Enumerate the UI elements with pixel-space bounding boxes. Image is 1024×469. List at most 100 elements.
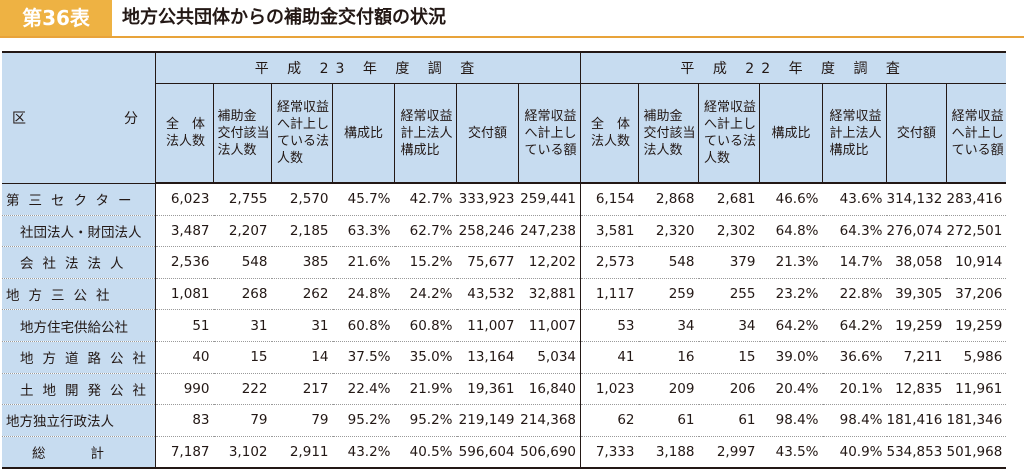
cell-recorded-amount-22: 181,346	[946, 404, 1007, 437]
row-label: 地方住宅供給公社	[2, 309, 156, 342]
col-header-text: 経常収益 計上法人 構成比	[829, 108, 882, 158]
cell-total-count-22: 6,154	[580, 183, 639, 216]
cell-subsidized-count-23: 31	[213, 309, 272, 342]
col-header-text: 経常収益 へ計上し ている法 人数	[703, 100, 756, 166]
cell-ratio-22: 20.4%	[759, 373, 823, 406]
cell-recorded-ratio-22: 14.7%	[822, 246, 887, 279]
cell-total-count-23: 7,187	[155, 436, 214, 469]
cell-recorded-count-22: 255	[698, 278, 760, 311]
cell-amount-23: 333,923	[456, 183, 519, 216]
cell-recorded-ratio-22: 36.6%	[822, 341, 887, 374]
cell-recorded-count-22: 2,997	[698, 436, 760, 469]
cell-total-count-23: 3,487	[155, 215, 214, 248]
cell-amount-23: 13,164	[456, 341, 519, 374]
cell-ratio-22: 64.8%	[759, 215, 823, 248]
cell-subsidized-count-22: 2,320	[638, 215, 699, 248]
cell-recorded-count-22: 61	[698, 404, 760, 437]
cell-subsidized-count-23: 3,102	[213, 436, 272, 469]
cell-recorded-count-23: 2,911	[271, 436, 333, 469]
cell-recorded-amount-22: 37,206	[946, 278, 1007, 311]
cell-subsidized-count-23: 2,207	[213, 215, 272, 248]
cell-subsidized-count-22: 2,868	[638, 183, 699, 216]
cell-recorded-ratio-23: 15.2%	[394, 246, 457, 279]
col-header-text: 経常収益 計上法人 構成比	[400, 108, 453, 158]
cell-subsidized-count-22: 61	[638, 404, 699, 437]
cell-subsidized-count-22: 3,188	[638, 436, 699, 469]
cell-amount-23: 19,361	[456, 373, 519, 406]
table-body: 第三セクター 6,023 2,755 2,570 45.7% 42.7% 333,923 25…	[2, 183, 1007, 469]
cell-recorded-ratio-23: 21.9%	[394, 373, 457, 406]
col-recorded-amount-23: 経常収益 へ計上し ている額	[518, 83, 581, 184]
cell-recorded-count-22: 2,681	[698, 183, 760, 216]
group-header-22: 平 成 22 年 度 調 査	[580, 51, 1007, 84]
cell-recorded-count-23: 2,570	[271, 183, 333, 216]
col-header-text: 経常収益 へ計上し ている法 人数	[276, 100, 329, 166]
cell-recorded-amount-23: 214,368	[518, 404, 581, 437]
cell-recorded-amount-22: 5,986	[946, 341, 1007, 374]
cell-recorded-ratio-23: 42.7%	[394, 183, 457, 216]
col-recorded-ratio-23: 経常収益 計上法人 構成比	[394, 83, 457, 184]
cell-subsidized-count-22: 259	[638, 278, 699, 311]
cell-recorded-amount-22: 283,416	[946, 183, 1007, 216]
cell-recorded-ratio-23: 60.8%	[394, 309, 457, 342]
col-ratio-23: 構成比	[332, 83, 395, 184]
cell-recorded-count-22: 2,302	[698, 215, 760, 248]
cell-total-count-23: 2,536	[155, 246, 214, 279]
page-header: 第36表 地方公共団体からの補助金交付額の状況	[0, 0, 1024, 38]
row-label: 総 計	[2, 436, 156, 469]
col-amount-23: 交付額	[456, 83, 519, 184]
cell-subsidized-count-22: 16	[638, 341, 699, 374]
cell-recorded-count-22: 206	[698, 373, 760, 406]
table-row: 地方道路公社 40 15 14 37.5% 35.0% 13,164 5,034 41 16 15 3…	[2, 341, 1007, 374]
cell-recorded-ratio-22: 40.9%	[822, 436, 887, 469]
cell-recorded-amount-22: 19,259	[946, 309, 1007, 342]
cell-recorded-ratio-22: 22.8%	[822, 278, 887, 311]
cell-total-count-23: 1,081	[155, 278, 214, 311]
table-row: 第三セクター 6,023 2,755 2,570 45.7% 42.7% 333,923 25…	[2, 183, 1007, 216]
cell-total-count-23: 6,023	[155, 183, 214, 216]
cell-recorded-amount-23: 247,238	[518, 215, 581, 248]
cell-subsidized-count-22: 548	[638, 246, 699, 279]
table-row: 地方独立行政法人 83 79 79 95.2% 95.2% 219,149 214,368 62…	[2, 404, 1007, 437]
cell-recorded-amount-23: 12,202	[518, 246, 581, 279]
col-subsidized-count-22: 補助金 交付該当 法人数	[638, 83, 699, 184]
col-subsidized-count-23: 補助金 交付該当 法人数	[213, 83, 272, 184]
col-total-count-23: 全 体法人数	[155, 83, 214, 184]
cell-subsidized-count-23: 79	[213, 404, 272, 437]
cell-recorded-ratio-22: 64.3%	[822, 215, 887, 248]
cell-recorded-count-22: 15	[698, 341, 760, 374]
cell-amount-23: 11,007	[456, 309, 519, 342]
col-header-text: 全 体法人数	[165, 117, 205, 149]
cell-recorded-count-23: 14	[271, 341, 333, 374]
cell-amount-22: 12,835	[886, 373, 947, 406]
cell-amount-23: 75,677	[456, 246, 519, 279]
row-label: 社団法人・財団法人	[2, 215, 156, 248]
cell-ratio-23: 37.5%	[332, 341, 395, 374]
cell-recorded-amount-23: 11,007	[518, 309, 581, 342]
cell-recorded-amount-23: 32,881	[518, 278, 581, 311]
cell-ratio-23: 60.8%	[332, 309, 395, 342]
cell-recorded-amount-22: 501,968	[946, 436, 1007, 469]
cell-ratio-23: 43.2%	[332, 436, 395, 469]
cell-amount-22: 19,259	[886, 309, 947, 342]
cell-recorded-amount-23: 259,441	[518, 183, 581, 216]
cell-ratio-22: 39.0%	[759, 341, 823, 374]
cell-total-count-22: 1,117	[580, 278, 639, 311]
cell-recorded-count-23: 79	[271, 404, 333, 437]
cell-amount-22: 181,416	[886, 404, 947, 437]
row-label: 第三セクター	[2, 183, 156, 216]
col-header-text: 交付額	[896, 125, 936, 141]
table-row: 土地開発公社 990 222 217 22.4% 21.9% 19,361 16,840 1,0…	[2, 373, 1007, 406]
cell-amount-22: 7,211	[886, 341, 947, 374]
cell-recorded-count-23: 262	[271, 278, 333, 311]
cell-ratio-23: 24.8%	[332, 278, 395, 311]
cell-ratio-22: 46.6%	[759, 183, 823, 216]
cell-total-count-23: 990	[155, 373, 214, 406]
cell-ratio-23: 95.2%	[332, 404, 395, 437]
cell-recorded-ratio-23: 95.2%	[394, 404, 457, 437]
cell-recorded-ratio-23: 35.0%	[394, 341, 457, 374]
col-header-text: 経常収益 へ計上し ている額	[524, 108, 577, 158]
cell-total-count-22: 3,581	[580, 215, 639, 248]
table-row: 地方住宅供給公社 51 31 31 60.8% 60.8% 11,007 11,007 53 34…	[2, 309, 1007, 342]
cell-recorded-count-23: 385	[271, 246, 333, 279]
